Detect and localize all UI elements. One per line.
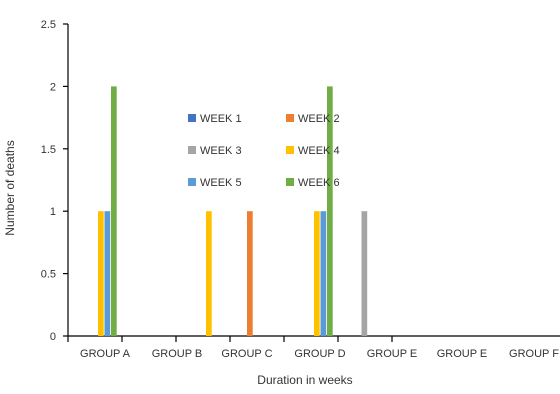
x-tick-label: GROUP E bbox=[367, 348, 418, 360]
legend-swatch bbox=[188, 146, 196, 154]
bar-week-6 bbox=[111, 86, 117, 337]
bar-week-4 bbox=[98, 211, 104, 336]
y-tick-label: 1.5 bbox=[41, 144, 56, 156]
legend-swatch bbox=[286, 146, 294, 154]
y-tick-label: 2.5 bbox=[41, 19, 56, 31]
legend-label: WEEK 1 bbox=[200, 113, 242, 125]
y-axis-title: Number of deaths bbox=[3, 140, 17, 235]
legend-swatch bbox=[286, 178, 294, 186]
y-tick-label: 0 bbox=[50, 331, 56, 343]
legend-label: WEEK 6 bbox=[298, 177, 340, 189]
bars bbox=[98, 86, 368, 337]
bar-week-3 bbox=[361, 211, 368, 336]
x-tick-label: GROUP B bbox=[152, 348, 203, 360]
legend-label: WEEK 3 bbox=[200, 145, 242, 157]
legend-swatch bbox=[286, 114, 294, 122]
legend-label: WEEK 2 bbox=[298, 113, 340, 125]
bar-week-5 bbox=[320, 211, 327, 336]
bar-week-5 bbox=[104, 211, 111, 336]
axes: 0 0.5 1 1.5 2 2.5 GROUP A GROUP B GROUP C GROUP D… bbox=[41, 19, 560, 360]
x-axis-title: Duration in weeks bbox=[257, 373, 352, 387]
legend-swatch bbox=[188, 178, 196, 186]
x-tick-label: GROUP A bbox=[80, 348, 131, 360]
x-tick-label: GROUP D bbox=[294, 348, 345, 360]
bar-week-6 bbox=[327, 86, 333, 337]
legend-label: WEEK 5 bbox=[200, 177, 242, 189]
x-tick-label: GROUP C bbox=[221, 348, 272, 360]
bar-week-4 bbox=[314, 211, 320, 336]
y-tick-label: 1 bbox=[50, 206, 56, 218]
legend-label: WEEK 4 bbox=[298, 145, 340, 157]
y-tick-label: 0.5 bbox=[41, 269, 56, 281]
bar-week-4 bbox=[206, 211, 212, 336]
y-tick-label: 2 bbox=[50, 81, 56, 93]
legend: WEEK 1 WEEK 2 WEEK 3 WEEK 4 WEEK 5 WEEK 6 bbox=[188, 113, 340, 189]
x-tick-label: GROUP F bbox=[509, 348, 559, 360]
legend-swatch bbox=[188, 114, 196, 122]
bar-week-2 bbox=[247, 211, 253, 336]
x-tick-label: GROUP E bbox=[437, 348, 488, 360]
